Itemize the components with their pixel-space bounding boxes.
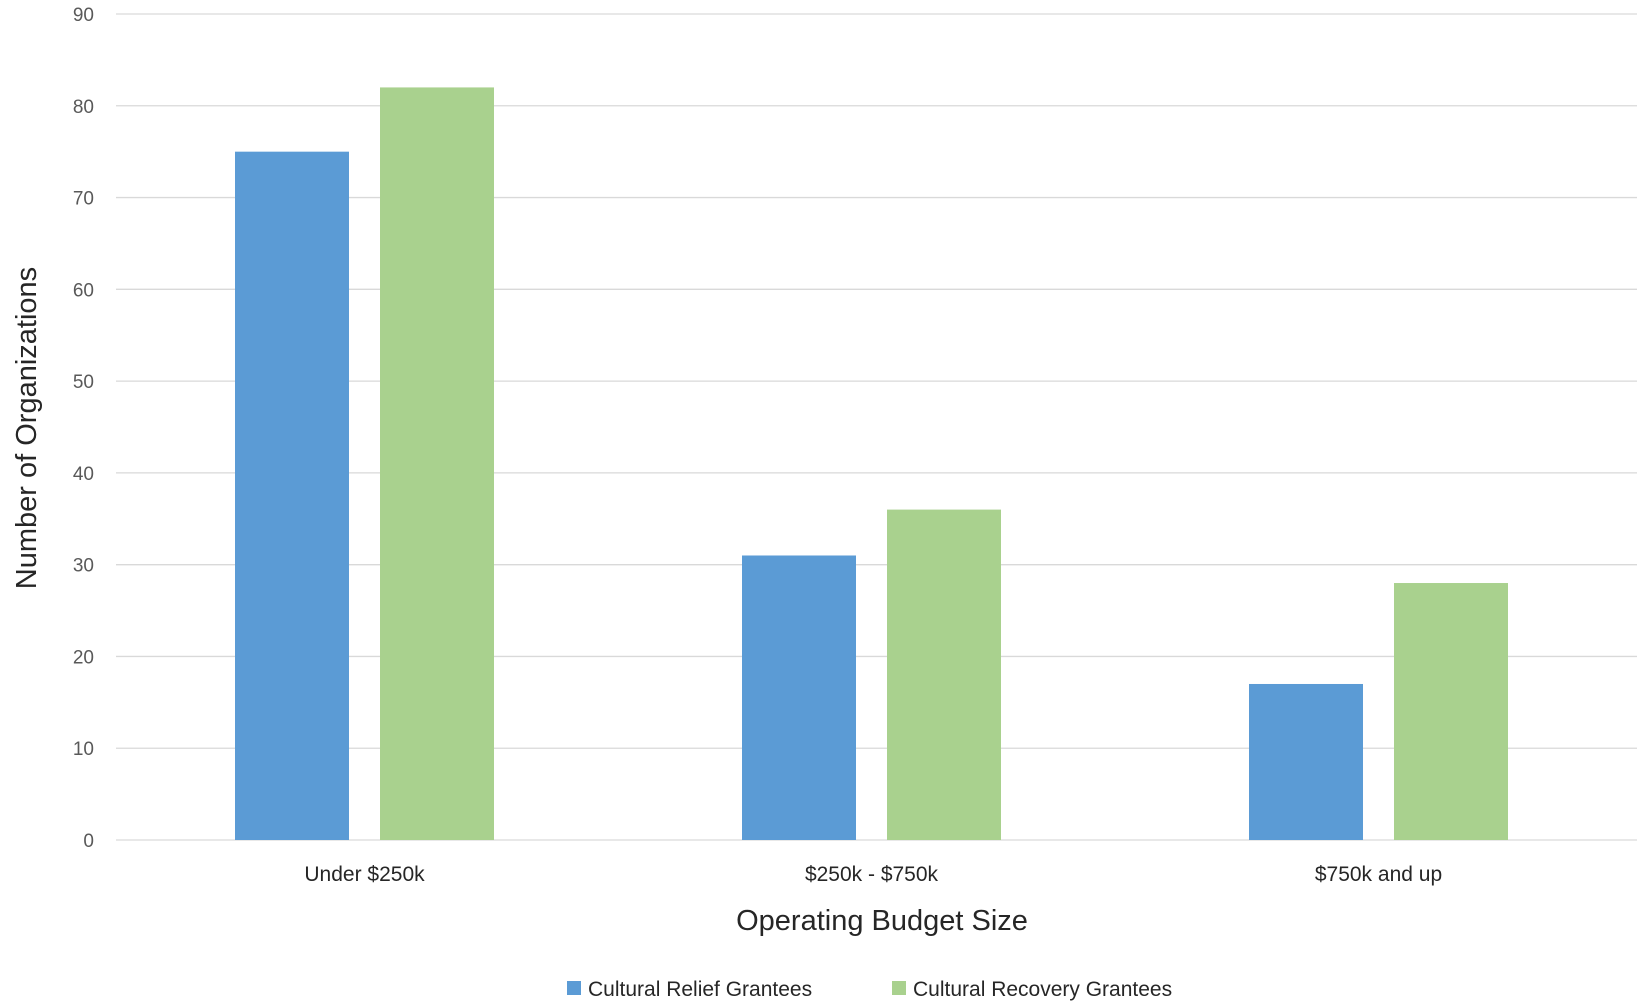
legend-label: Cultural Recovery Grantees bbox=[913, 978, 1172, 1001]
y-tick-label: 30 bbox=[73, 556, 94, 577]
y-tick-label: 20 bbox=[73, 647, 94, 668]
legend-label: Cultural Relief Grantees bbox=[588, 978, 812, 1001]
x-category-label: Under $250k bbox=[304, 863, 425, 886]
x-category-label: $250k - $750k bbox=[805, 863, 939, 886]
legend-swatch bbox=[892, 981, 906, 995]
y-tick-label: 10 bbox=[73, 739, 94, 760]
legend: Cultural Relief Grantees Cultural Recover… bbox=[567, 978, 1172, 1001]
y-tick-label: 90 bbox=[73, 5, 94, 26]
bar bbox=[1249, 684, 1363, 840]
x-axis-categories: Under $250k $250k - $750k $750k and up bbox=[304, 863, 1442, 886]
bars bbox=[235, 87, 1508, 840]
y-tick-label: 0 bbox=[83, 831, 94, 852]
bar bbox=[887, 510, 1001, 840]
y-tick-label: 40 bbox=[73, 464, 94, 485]
y-axis-ticks: 0 10 20 30 40 50 60 70 80 90 bbox=[73, 5, 94, 852]
x-axis-title: Operating Budget Size bbox=[736, 905, 1028, 937]
bar bbox=[380, 87, 494, 840]
y-tick-label: 50 bbox=[73, 372, 94, 393]
bar bbox=[742, 555, 856, 840]
bar bbox=[1394, 583, 1508, 840]
y-tick-label: 70 bbox=[73, 189, 94, 210]
y-tick-label: 60 bbox=[73, 280, 94, 301]
bar bbox=[235, 152, 349, 840]
legend-swatch bbox=[567, 981, 581, 995]
x-category-label: $750k and up bbox=[1315, 863, 1442, 886]
y-tick-label: 80 bbox=[73, 97, 94, 118]
y-axis-title: Number of Organizations bbox=[11, 267, 43, 589]
